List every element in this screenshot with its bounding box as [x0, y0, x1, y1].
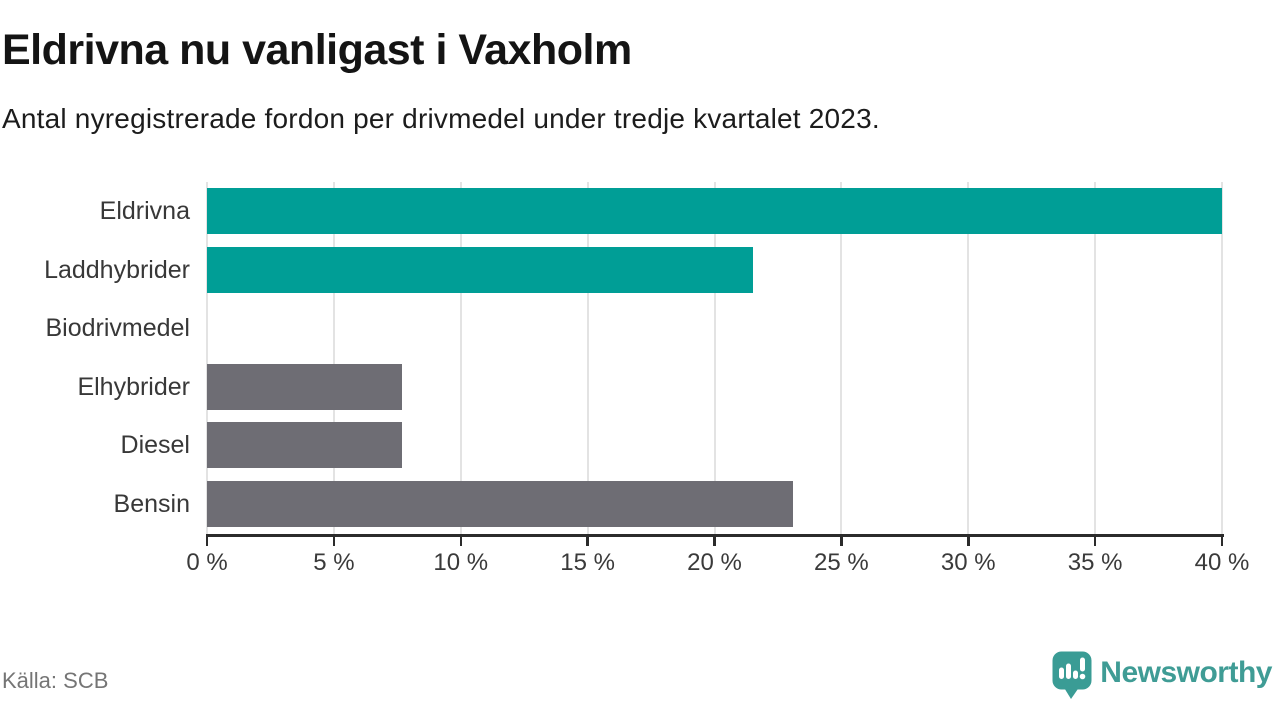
x-axis-tick-label: 15 %: [560, 549, 615, 576]
x-axis-tick-label: 30 %: [940, 549, 996, 576]
bar-track: [207, 358, 1222, 417]
x-axis-tick-label: 0 %: [186, 549, 228, 576]
x-axis-line: [206, 534, 1224, 537]
x-axis-tick: [1093, 537, 1097, 546]
category-label: Bensin: [113, 489, 190, 518]
newsworthy-speech-bubble-chart-icon: [1052, 651, 1092, 699]
category-label: Eldrivna: [99, 197, 190, 225]
bar-row: Diesel: [0, 416, 1280, 475]
bar-track: [207, 416, 1222, 475]
bar-track: [207, 299, 1222, 358]
x-axis-tick: [1220, 537, 1224, 546]
chart-subtitle: Antal nyregistrerade fordon per drivmede…: [2, 103, 880, 134]
x-axis-tick-label: 25 %: [814, 549, 869, 576]
x-axis-tick-label: 40 %: [1194, 549, 1250, 576]
x-axis-tick: [205, 537, 209, 546]
x-axis-tick: [840, 537, 843, 546]
bar-rows: Eldrivna Laddhybrider Biodrivmedel Elhybrid…: [0, 182, 1280, 533]
x-axis-tick: [332, 537, 336, 546]
bar-track: [207, 241, 1222, 300]
bar-diesel: [207, 422, 403, 468]
bar-row: Bensin: [0, 475, 1280, 534]
x-axis-tick-label: 5 %: [313, 549, 355, 576]
x-axis-tick-label: 10 %: [433, 549, 489, 576]
bar-row: Biodrivmedel: [0, 299, 1280, 358]
bar-track: [207, 182, 1222, 241]
category-label: Elhybrider: [77, 372, 190, 401]
bar-elhybrider: [207, 363, 403, 410]
bar-bensin: [207, 480, 794, 527]
category-label: Laddhybrider: [44, 255, 190, 284]
x-axis-tick-label: 20 %: [687, 549, 742, 576]
x-axis-ticks: [205, 537, 1224, 546]
bar-laddhybrider: [207, 246, 753, 293]
source-label: Källa: SCB: [2, 668, 109, 693]
newsworthy-logo: Newsworthy: [1051, 650, 1272, 700]
bar-row: Eldrivna: [0, 182, 1280, 241]
category-label: Biodrivmedel: [45, 314, 190, 342]
x-axis-tick: [459, 537, 462, 546]
x-axis-tick: [967, 537, 970, 546]
bar-eldrivna: [207, 188, 1222, 234]
bar-row: Laddhybrider: [0, 241, 1280, 300]
x-axis-tick: [586, 537, 589, 546]
x-axis-tick: [713, 537, 716, 546]
page-title: Eldrivna nu vanligast i Vaxholm: [2, 26, 632, 74]
bar-row: Elhybrider: [0, 358, 1280, 417]
category-label: Diesel: [120, 431, 190, 459]
newsworthy-wordmark: Newsworthy: [1100, 656, 1272, 689]
bar-track: [207, 475, 1222, 534]
x-axis-tick-label: 35 %: [1067, 549, 1123, 576]
x-axis-labels: 0 % 5 % 10 % 15 % 20 % 25 % 30 % 35 % 40 %: [186, 549, 1249, 579]
